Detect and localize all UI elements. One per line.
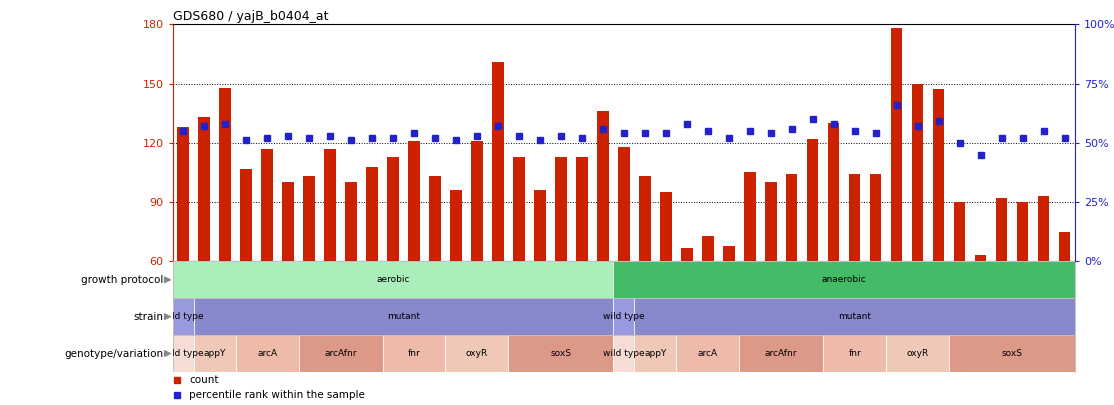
Bar [828,123,840,261]
Bar [765,182,776,261]
Bar [786,175,798,261]
Bar [508,335,614,372]
Bar [576,157,588,261]
Bar [634,335,676,372]
Bar [618,147,629,261]
Text: appY: appY [644,349,666,358]
Bar [177,127,189,261]
Bar [324,149,335,261]
Text: arcAfnr: arcAfnr [324,349,356,358]
Bar [299,335,382,372]
Bar [1038,196,1049,261]
Bar [450,190,461,261]
Bar [614,261,1075,298]
Bar [514,157,525,261]
Bar [702,236,714,261]
Bar [173,261,614,298]
Bar [807,139,819,261]
Text: soxS: soxS [1001,349,1023,358]
Bar [194,298,614,335]
Bar [639,177,651,261]
Text: mutant: mutant [838,312,871,321]
Text: oxyR: oxyR [907,349,929,358]
Bar [740,335,823,372]
Text: soxS: soxS [550,349,571,358]
Bar [870,175,881,261]
Bar [681,247,693,261]
Bar [975,256,986,261]
Text: wild type: wild type [163,349,204,358]
Bar [949,335,1075,372]
Bar [823,335,886,372]
Text: arcAfnr: arcAfnr [765,349,798,358]
Bar [849,175,860,261]
Bar [996,198,1007,261]
Text: wild type: wild type [603,312,645,321]
Bar [634,298,1075,335]
Bar [262,149,273,261]
Bar [555,157,567,261]
Text: anaerobic: anaerobic [822,275,867,284]
Bar [388,157,399,261]
Text: fnr: fnr [848,349,861,358]
Text: percentile rank within the sample: percentile rank within the sample [189,390,364,400]
Bar [236,335,299,372]
Bar [723,245,734,261]
Bar [659,192,672,261]
Bar [194,335,236,372]
Bar [429,177,441,261]
Bar [954,202,966,261]
Bar [597,111,608,261]
Text: GDS680 / yajB_b0404_at: GDS680 / yajB_b0404_at [173,10,329,23]
Bar [614,335,634,372]
Text: oxyR: oxyR [466,349,488,358]
Bar [534,190,546,261]
Bar [303,177,315,261]
Bar [492,62,504,261]
Text: arcA: arcA [257,349,277,358]
Bar [891,28,902,261]
Text: mutant: mutant [387,312,420,321]
Bar [932,90,945,261]
Bar [198,117,209,261]
Text: wild type: wild type [603,349,645,358]
Bar [446,335,508,372]
Bar [173,335,194,372]
Text: strain: strain [134,312,164,322]
Bar [886,335,949,372]
Bar [219,87,231,261]
Text: arcA: arcA [697,349,717,358]
Text: wild type: wild type [163,312,204,321]
Bar [676,335,740,372]
Bar [614,298,634,335]
Bar [1058,232,1071,261]
Text: growth protocol: growth protocol [81,275,164,285]
Text: appY: appY [204,349,226,358]
Bar [282,182,294,261]
Text: fnr: fnr [408,349,420,358]
Bar [345,182,356,261]
Bar [241,168,252,261]
Bar [912,83,924,261]
Bar [1017,202,1028,261]
Bar [382,335,446,372]
Bar [408,141,420,261]
Text: count: count [189,375,218,385]
Bar [367,166,378,261]
Text: genotype/variation: genotype/variation [65,349,164,358]
Text: aerobic: aerobic [377,275,410,284]
Bar [173,298,194,335]
Bar [744,173,755,261]
Bar [471,141,482,261]
